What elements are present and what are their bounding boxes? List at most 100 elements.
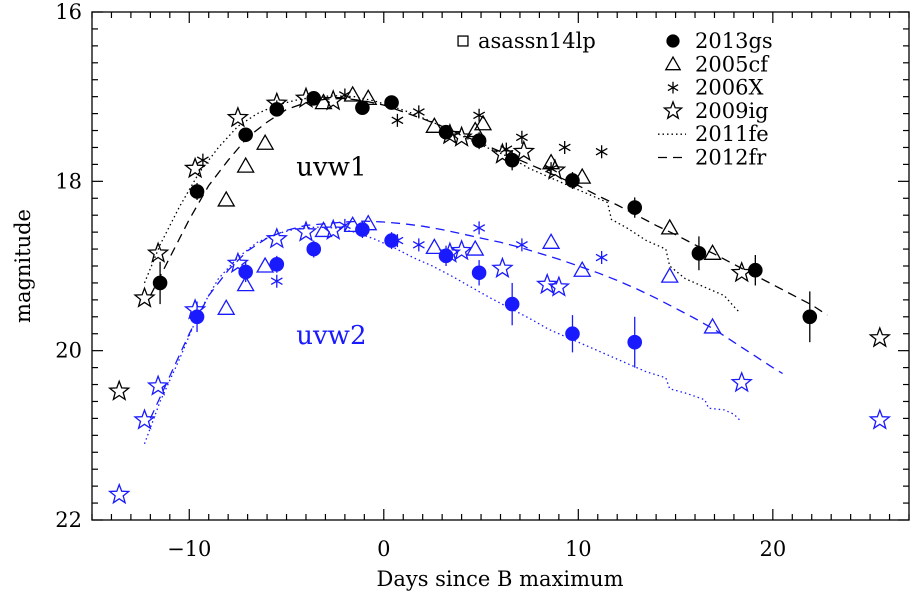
marker-star <box>294 220 318 242</box>
data-points <box>107 85 892 505</box>
marker-asterisk <box>391 234 404 248</box>
marker-triangle <box>573 260 592 277</box>
y-tick-label: 18 <box>55 169 82 193</box>
marker-circle <box>471 265 487 281</box>
marker-asterisk <box>338 218 351 232</box>
marker-triangle <box>359 214 378 231</box>
plot-frame <box>91 11 910 521</box>
marker-star <box>265 227 289 249</box>
marker-triangle <box>256 133 275 150</box>
x-tick-label: 0 <box>377 537 390 561</box>
marker-circle <box>355 100 370 115</box>
marker-circle <box>238 127 253 143</box>
marker-star <box>321 89 345 111</box>
marker-asterisk <box>595 145 608 159</box>
y-tick-label: 20 <box>55 339 82 363</box>
marker-triangle <box>256 256 275 273</box>
marker-triangle <box>703 317 722 334</box>
marker-triangle <box>573 167 592 184</box>
marker-circle <box>627 334 643 350</box>
marker-circle <box>384 95 399 110</box>
marker-star <box>491 142 514 164</box>
marker-asterisk <box>558 140 571 154</box>
curve-2012fr-uvw2 <box>149 220 783 419</box>
marker-triangle <box>425 238 444 255</box>
marker-star <box>438 241 462 263</box>
series-2006X-uvw2 <box>270 218 608 288</box>
marker-star <box>438 122 462 145</box>
marker-circle <box>565 173 580 188</box>
legend-item-2011fe: 2011fe <box>658 122 769 146</box>
marker-star <box>183 156 207 179</box>
marker-triangle <box>343 216 362 233</box>
marker-asterisk <box>473 221 486 235</box>
y-tick-label: 16 <box>55 0 82 24</box>
marker-star <box>512 139 536 162</box>
marker-circle <box>189 184 205 199</box>
marker-star <box>730 260 753 283</box>
marker-circle <box>565 326 580 342</box>
marker-star <box>730 370 753 393</box>
marker-asterisk <box>515 130 528 144</box>
marker-star <box>321 218 345 241</box>
marker-circle <box>306 241 322 257</box>
marker-circle <box>802 309 818 325</box>
band-label-uvw1: uvw1 <box>296 152 366 182</box>
legend-item-asassn14lp: asassn14lp <box>457 29 596 53</box>
marker-star <box>868 408 892 430</box>
series-2005cf-uvw2 <box>217 214 722 334</box>
curve-2011fe-uvw1 <box>143 95 741 314</box>
marker-star <box>535 272 559 295</box>
legend-label: 2013gs <box>695 29 773 53</box>
marker-triangle <box>425 116 444 133</box>
legend-item-2009ig: 2009ig <box>662 99 769 123</box>
y-tick-label: 22 <box>55 508 82 532</box>
series-2009ig-uvw1 <box>107 86 892 401</box>
marker-star <box>450 238 473 261</box>
marker-asterisk <box>515 238 528 252</box>
legend-label: 2009ig <box>695 99 769 123</box>
template-curves <box>143 95 828 445</box>
legend-item-2012fr: 2012fr <box>658 146 767 170</box>
marker-triangle <box>236 156 255 173</box>
legend-label: 2005cf <box>695 52 770 76</box>
marker-star <box>133 408 156 430</box>
marker-star <box>547 275 571 297</box>
x-tick-label: 20 <box>759 537 786 561</box>
marker-triangle <box>314 221 333 238</box>
series-2013gs-uvw2 <box>189 221 643 368</box>
marker-star <box>146 374 170 396</box>
marker-asterisk <box>412 238 425 252</box>
legend-item-2006X: 2006X <box>667 76 763 100</box>
legend-label: asassn14lp <box>478 29 596 53</box>
marker-triangle <box>236 275 255 292</box>
legend-label: 2006X <box>695 76 763 100</box>
series-2009ig-uvw2 <box>107 218 892 505</box>
marker-star <box>491 256 514 279</box>
band-labels: uvw1 uvw2 <box>296 152 366 350</box>
marker-asterisk <box>667 81 679 94</box>
marker-star <box>226 105 250 128</box>
marker-square <box>457 35 469 47</box>
y-axis-title: magnitude <box>11 209 35 323</box>
marker-circle <box>504 296 520 312</box>
marker-triangle <box>660 218 679 235</box>
marker-asterisk <box>196 153 209 167</box>
marker-triangle <box>473 114 493 131</box>
marker-circle <box>471 133 487 148</box>
marker-star <box>183 298 207 320</box>
axis-ticks: −10 0 10 20 16 18 20 22 <box>55 0 910 561</box>
marker-star <box>107 482 131 505</box>
x-tick-label: 10 <box>565 537 592 561</box>
marker-star <box>146 241 170 263</box>
marker-triangle <box>217 190 236 207</box>
marker-triangle <box>664 55 682 71</box>
marker-triangle <box>343 85 362 102</box>
marker-star <box>662 100 684 120</box>
curve-2011fe-uvw2 <box>143 226 741 445</box>
marker-asterisk <box>473 108 486 122</box>
marker-star <box>543 158 567 180</box>
marker-star <box>107 379 131 401</box>
series-2006X-uvw1 <box>196 88 608 176</box>
